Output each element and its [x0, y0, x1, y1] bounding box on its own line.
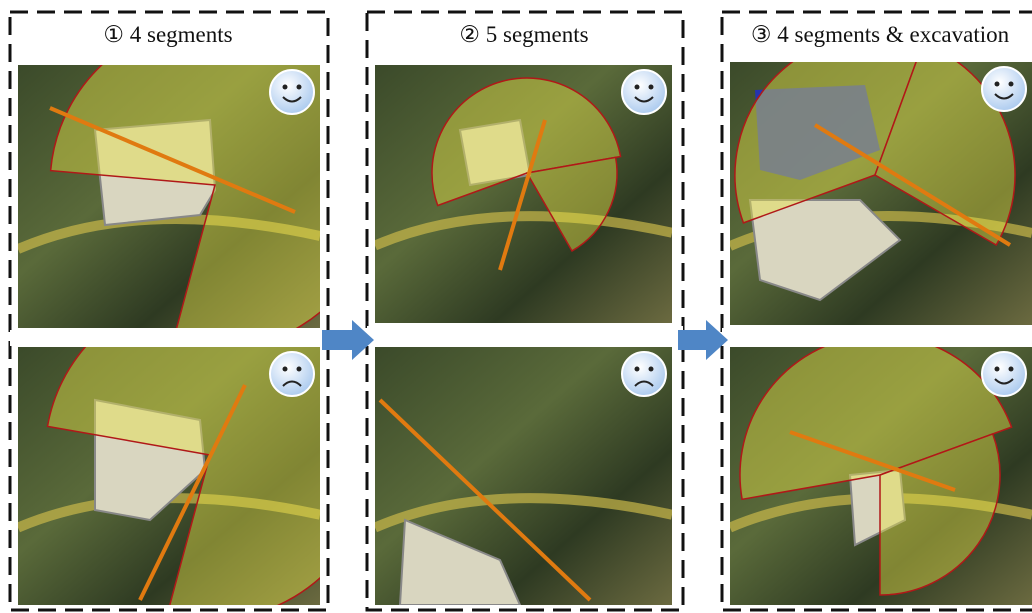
eye: [994, 81, 1000, 87]
scene-image: [375, 347, 672, 605]
river: [375, 211, 672, 251]
eye: [296, 366, 302, 372]
crane-jib: [378, 398, 592, 602]
scene-content: [730, 62, 1032, 325]
scene-image: [18, 347, 320, 605]
slab: [94, 398, 207, 522]
swing-sector: [874, 62, 1016, 247]
crane-jib: [498, 119, 547, 271]
scene-image: [18, 65, 320, 328]
mouth: [994, 93, 1014, 100]
scene-image: [730, 347, 1032, 605]
panel-title: ② 5 segments: [459, 22, 588, 47]
scene-content: [375, 65, 672, 323]
swing-sector: [431, 77, 622, 207]
swing-sector: [49, 65, 320, 328]
mouth: [634, 96, 654, 103]
eye: [994, 366, 1000, 372]
scene-content: [375, 347, 672, 605]
panel-frames: [8, 10, 1032, 612]
crane-jib: [49, 106, 296, 214]
mouth: [994, 378, 1014, 385]
eye: [648, 366, 654, 372]
eye: [1008, 366, 1014, 372]
swing-sector: [525, 156, 618, 252]
mouth: [634, 380, 654, 387]
scene-content: [730, 347, 1032, 605]
slab: [848, 468, 907, 547]
eye: [282, 366, 288, 372]
slab: [748, 199, 902, 302]
scene-content: [18, 347, 320, 605]
arrows: [322, 320, 728, 360]
scene-image: [375, 65, 672, 323]
face-icon: [981, 66, 1027, 112]
swing-sector: [46, 347, 320, 605]
face-icon: [621, 351, 667, 397]
crane-jib: [813, 123, 1012, 247]
swing-sector: [734, 62, 917, 224]
scene-image: [730, 62, 1032, 325]
panel-title: ③ 4 segments & excavation: [751, 22, 1010, 47]
river: [375, 493, 672, 533]
crane-jib: [138, 384, 247, 601]
mouth: [282, 96, 302, 103]
face-icon: [269, 351, 315, 397]
eye: [634, 366, 640, 372]
slab: [93, 118, 217, 227]
excavation: [755, 85, 880, 180]
eye: [296, 84, 302, 90]
face-icon: [269, 69, 315, 115]
panel-title: ① 4 segments: [103, 22, 232, 47]
scene-content: [18, 65, 320, 328]
face-icon: [981, 351, 1027, 397]
eye: [282, 84, 288, 90]
crane-jib: [789, 430, 956, 492]
mouth: [282, 380, 302, 387]
eye: [634, 84, 640, 90]
eye: [648, 84, 654, 90]
slab: [398, 518, 522, 605]
eye: [1008, 81, 1014, 87]
scenes: [18, 62, 1032, 605]
face-icon: [621, 69, 667, 115]
